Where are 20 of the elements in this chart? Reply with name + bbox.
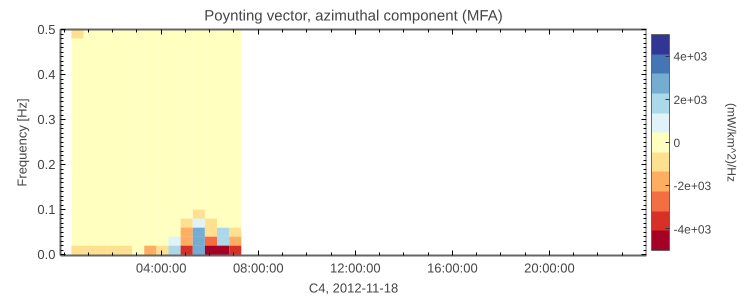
x-tick-label: 08:00:00: [232, 260, 284, 276]
y-tick-label: 0.1: [37, 202, 56, 218]
x-axis-title: C4, 2012-11-18: [308, 280, 398, 296]
x-tick-label: 20:00:00: [524, 260, 575, 276]
y-tick-label: 0.0: [37, 247, 56, 262]
y-axis-title: Frequency [Hz]: [14, 98, 30, 187]
color-bar-label: 4e+03: [674, 50, 708, 64]
y-tick-label: 0.2: [37, 157, 56, 172]
x-tick-label: 04:00:00: [136, 260, 187, 276]
color-bar-label: 2e+03: [674, 92, 708, 107]
chart-title: Poynting vector, azimuthal component (MFA): [204, 8, 503, 24]
y-tick-label: 0.5: [37, 22, 56, 37]
x-tick-label: 16:00:00: [427, 260, 478, 276]
y-tick-label: 0.3: [37, 112, 56, 128]
x-tick-label: 12:00:00: [330, 260, 381, 276]
color-bar-label: -2e+03: [674, 179, 712, 194]
color-bar-label: 0: [674, 136, 680, 150]
color-bar-label: -4e+03: [674, 222, 712, 236]
color-bar-title: (mW/km^2)/Hz: [724, 103, 738, 182]
y-tick-label: 0.4: [37, 67, 56, 82]
